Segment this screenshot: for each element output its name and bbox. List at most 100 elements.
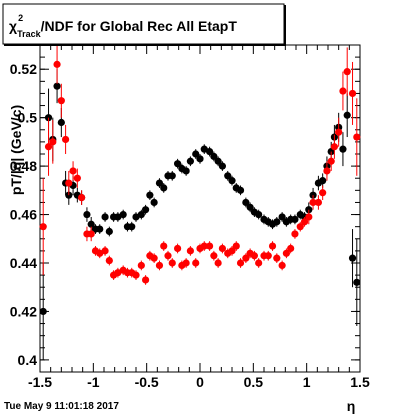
data-point (268, 241, 277, 251)
marker (137, 210, 145, 219)
marker (160, 242, 168, 250)
data-point (287, 243, 295, 254)
data-point (348, 229, 357, 288)
marker (192, 259, 200, 267)
marker (69, 167, 77, 175)
data-point (186, 246, 194, 256)
data-point (327, 151, 335, 171)
data-point (296, 221, 304, 232)
data-point (210, 250, 218, 261)
marker (218, 162, 226, 170)
marker (78, 194, 86, 202)
data-point (246, 202, 254, 213)
y-tick-label: 0.52 (10, 61, 37, 77)
data-point (343, 93, 351, 138)
marker (174, 160, 182, 168)
data-point (353, 98, 361, 176)
marker (53, 82, 61, 90)
marker (105, 256, 113, 265)
title-rest: /NDF for Global Rec All EtapT (41, 18, 238, 34)
data-point (255, 258, 263, 268)
chart-title: χ2 Track/NDF for Global Rec All EtapT (9, 13, 237, 39)
data-point (319, 185, 327, 201)
marker (282, 249, 290, 257)
data-point (155, 260, 164, 271)
marker (228, 177, 236, 185)
data-point (57, 83, 65, 118)
data-point (255, 209, 263, 220)
y-tick-label: 0.48 (10, 158, 37, 174)
marker (137, 261, 145, 270)
marker (348, 254, 357, 262)
marker (232, 242, 240, 250)
data-point (300, 216, 309, 227)
marker (182, 167, 190, 175)
marker (305, 213, 313, 221)
data-point (73, 168, 81, 188)
marker (206, 242, 214, 250)
marker (305, 206, 313, 214)
marker (62, 135, 70, 144)
marker (348, 89, 357, 98)
marker (210, 152, 218, 161)
marker (168, 172, 176, 180)
y-axis-title: pT/|q| (GeV/c) (8, 105, 24, 195)
marker (353, 278, 361, 286)
marker (168, 259, 176, 267)
marker (319, 177, 327, 185)
marker (353, 133, 361, 141)
data-point (142, 204, 150, 215)
data-point (242, 197, 250, 208)
data-point (236, 258, 245, 268)
marker (101, 247, 109, 255)
data-point (155, 178, 164, 188)
data-point (96, 224, 104, 234)
data-point (192, 258, 200, 268)
data-point (314, 195, 322, 210)
marker (192, 150, 200, 158)
marker (174, 244, 182, 253)
x-tick-label: -1.5 (28, 374, 52, 390)
marker (101, 213, 109, 221)
marker (186, 247, 194, 255)
data-point (62, 124, 70, 154)
data-point (160, 183, 168, 193)
data-point (160, 241, 168, 251)
marker (87, 230, 95, 238)
marker (214, 259, 222, 267)
marker (236, 259, 245, 267)
series-0 (39, 69, 361, 360)
data-point (339, 71, 347, 111)
marker (242, 198, 250, 207)
marker (160, 184, 168, 192)
data-point (78, 190, 86, 205)
y-tick-label: 0.4 (18, 352, 38, 368)
data-point (146, 190, 154, 201)
data-point (339, 132, 347, 167)
marker (314, 198, 322, 207)
x-tick-label: -0.5 (135, 374, 159, 390)
marker (236, 186, 245, 194)
marker (339, 145, 347, 153)
data-point (137, 209, 145, 220)
data-point (206, 241, 214, 251)
title-superscript: 2 (18, 13, 23, 23)
marker (87, 220, 95, 228)
marker (155, 179, 164, 187)
x-axis-title: η (347, 398, 356, 414)
marker (210, 252, 218, 260)
marker (255, 259, 263, 267)
data-point (69, 161, 77, 181)
data-point (164, 250, 172, 261)
marker (105, 227, 113, 236)
data-point (182, 258, 190, 268)
marker (278, 261, 286, 270)
marker (246, 203, 254, 211)
data-point (214, 156, 222, 167)
data-point (214, 258, 222, 268)
data-point (150, 253, 158, 263)
marker (155, 261, 164, 270)
marker (273, 254, 281, 262)
marker (150, 198, 158, 207)
series-layer (39, 45, 361, 360)
